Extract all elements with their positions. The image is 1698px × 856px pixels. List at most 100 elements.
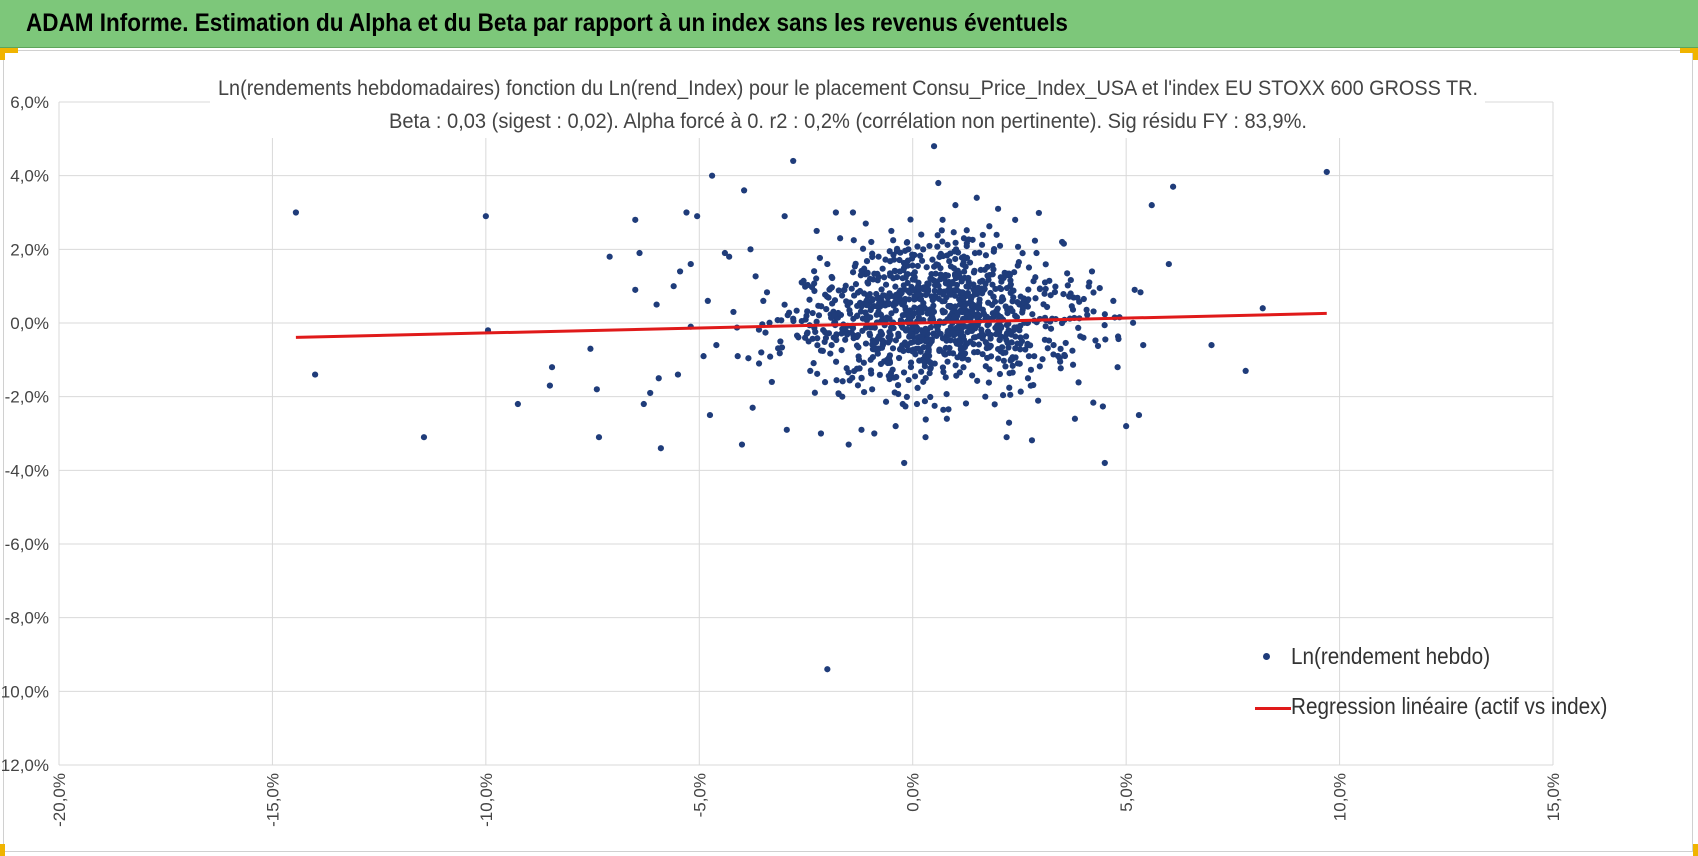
scatter-point [1102,336,1109,343]
scatter-point [961,268,968,275]
scatter-point [1009,362,1016,369]
x-tick-label: 10,0% [1331,773,1350,821]
scatter-point [933,332,940,339]
scatter-point [929,314,936,321]
scatter-point [828,342,835,349]
scatter-point [749,404,756,411]
scatter-point [810,360,817,367]
scatter-point [774,317,781,324]
scatter-point [878,286,885,293]
resize-handle-top-left-vertical[interactable] [0,48,5,60]
scatter-point [875,345,882,352]
scatter-point [862,340,870,347]
scatter-point [1006,384,1013,391]
scatter-point [848,329,855,336]
resize-handle-top-right[interactable] [1680,48,1698,53]
scatter-point [1071,415,1079,422]
resize-handle-top-left[interactable] [0,48,18,53]
y-tick-label: -6,0% [5,535,49,554]
scatter-point [871,430,878,437]
scatter-point [876,371,883,378]
scatter-point [910,286,917,294]
scatter-point [884,359,891,367]
scatter-point [858,426,865,433]
resize-handle-bottom-right[interactable] [1693,844,1698,856]
scatter-point [935,282,942,289]
scatter-point [892,423,899,430]
scatter-point [950,265,958,272]
scatter-point [953,324,960,332]
scatter-point [936,346,943,353]
scatter-point [953,287,961,294]
scatter-point [1068,303,1075,310]
scatter-point [1042,261,1049,268]
scatter-point [900,369,908,376]
scatter-point [859,327,866,334]
scatter-point [1029,311,1036,318]
scatter-point [958,347,965,355]
scatter-point [964,292,971,299]
scatter-point [803,330,811,337]
scatter-point [1030,381,1037,389]
scatter-point [1032,295,1039,302]
scatter-point [833,331,840,338]
scatter-point [824,666,831,673]
scatter-point [849,269,857,276]
scatter-point [1050,342,1057,349]
scatter-point [911,304,918,311]
scatter-point [1069,347,1076,354]
scatter-point [864,269,871,276]
scatter-point [900,299,908,306]
y-tick-label: -12,0% [0,756,49,775]
scatter-point [1101,322,1108,329]
scatter-point [995,346,1002,353]
resize-handle-bottom-left[interactable] [0,844,5,856]
scatter-point [835,390,842,397]
scatter-point [851,367,858,375]
scatter-point [941,350,948,358]
scatter-point [874,350,881,357]
scatter-point [976,299,983,307]
scatter-point [821,379,829,386]
scatter-point [928,336,935,343]
scatter-point [1009,298,1016,305]
scatter-point [895,332,902,340]
scatter-point [856,287,864,295]
scatter-point [1129,319,1137,326]
scatter-point [1169,183,1177,190]
x-tick-label: -10,0% [477,773,496,827]
scatter-point [827,350,834,357]
scatter-point [965,278,972,286]
scatter-point [1043,303,1051,311]
scatter-point [676,268,684,275]
scatter-point [809,309,816,317]
scatter-point [1060,290,1067,298]
scatter-point [1061,352,1069,360]
scatter-point [1131,286,1138,293]
scatter-point [974,377,981,384]
x-tick-label: 5,0% [1117,773,1136,812]
scatter-point [946,286,954,293]
scatter-point [981,285,988,293]
scatter-point [1076,298,1083,305]
scatter-point [694,213,701,220]
y-tick-label: 0,0% [10,314,49,333]
y-tick-label: 2,0% [10,240,49,259]
scatter-point [884,294,891,301]
scatter-point [1012,216,1019,223]
scatter-point [907,216,914,223]
resize-handle-top-right-vertical[interactable] [1693,48,1698,60]
scatter-point [901,459,908,467]
y-tick-label: 6,0% [10,93,49,112]
scatter-point [837,235,844,242]
scatter-point [653,301,660,308]
scatter-point [881,274,888,281]
scatter-point [806,296,813,303]
scatter-point [927,324,934,331]
scatter-point [891,389,898,396]
scatter-point [758,349,765,356]
y-tick-label: -2,0% [5,388,49,407]
scatter-point [864,279,871,286]
scatter-point [312,371,319,378]
scatter-point [1041,290,1048,297]
